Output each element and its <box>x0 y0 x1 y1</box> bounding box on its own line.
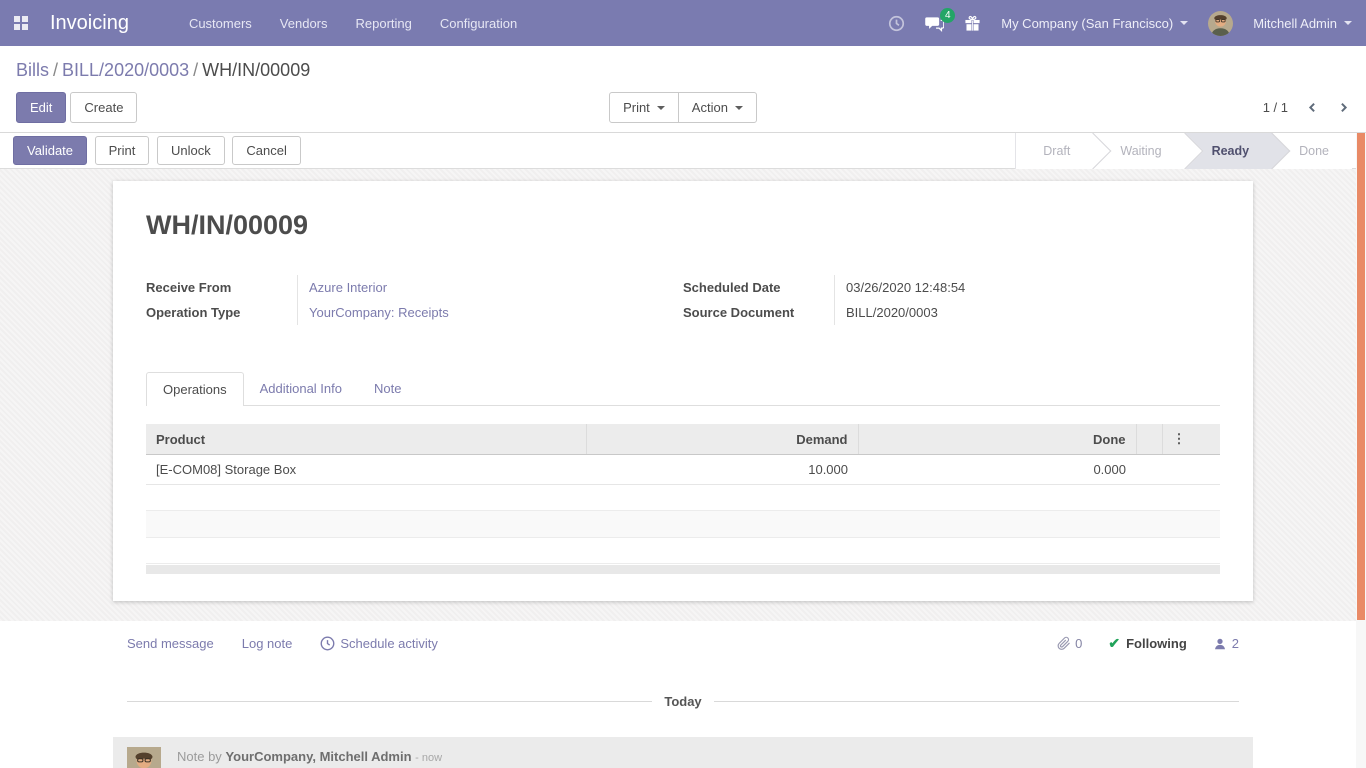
field-value-receive-from[interactable]: Azure Interior <box>309 280 388 295</box>
top-navbar: Invoicing Customers Vendors Reporting Co… <box>0 0 1366 46</box>
clock-icon <box>320 636 335 651</box>
tab-operations[interactable]: Operations <box>146 372 244 406</box>
cell-demand[interactable]: 10.000 <box>586 454 858 485</box>
breadcrumb: Bills / BILL/2020/0003/WH/IN/00009 <box>16 60 311 80</box>
apps-menu-icon[interactable] <box>14 16 28 30</box>
column-demand[interactable]: Demand <box>585 424 858 455</box>
chatter: Send message Log note Schedule activity … <box>0 621 1366 768</box>
create-button[interactable]: Create <box>70 92 138 123</box>
message-header: Note by YourCompany, Mitchell Admin - no… <box>177 749 443 764</box>
field-group-right: Scheduled Date 03/26/2020 12:48:54 Sourc… <box>683 275 1220 325</box>
scrollbar-track[interactable] <box>1356 133 1366 768</box>
caret-down-icon <box>1344 21 1352 25</box>
notebook-tabs: Operations Additional Info Note <box>146 372 1220 406</box>
column-options-icon[interactable]: ⋮ <box>1161 424 1220 455</box>
caret-down-icon <box>1180 21 1189 25</box>
schedule-activity-button[interactable]: Schedule activity <box>320 636 438 651</box>
form-view: WH/IN/00009 Receive From Azure Interior … <box>0 169 1366 621</box>
field-label-source-document: Source Document <box>683 300 835 325</box>
record-title: WH/IN/00009 <box>146 210 309 240</box>
menu-reporting[interactable]: Reporting <box>355 15 412 31</box>
menu-customers[interactable]: Customers <box>188 15 252 31</box>
gift-icon[interactable] <box>964 15 981 32</box>
cell-product[interactable]: [E-COM08] Storage Box <box>146 454 586 485</box>
cell-done[interactable]: 0.000 <box>858 454 1136 485</box>
table-row[interactable]: [E-COM08] Storage Box 10.000 0.000 <box>146 454 1220 485</box>
messages-icon[interactable]: 4 <box>925 7 956 32</box>
print-dropdown[interactable]: Print <box>609 92 679 123</box>
following-button[interactable]: ✔ Following <box>1108 635 1187 651</box>
status-draft[interactable]: Draft <box>1016 132 1094 169</box>
tab-additional-info[interactable]: Additional Info <box>259 381 342 396</box>
scrollbar-thumb[interactable] <box>1357 133 1365 620</box>
app-title[interactable]: Invoicing <box>50 11 129 34</box>
menu-vendors[interactable]: Vendors <box>279 15 328 31</box>
empty-row <box>146 538 1220 564</box>
form-header: Validate Print Unlock Cancel Draft Waiti… <box>0 132 1366 169</box>
field-group-left: Receive From Azure Interior Operation Ty… <box>146 275 683 325</box>
control-panel: Bills / BILL/2020/0003/WH/IN/00009 Edit Cr… <box>0 46 1366 133</box>
column-done[interactable]: Done <box>857 424 1136 455</box>
date-divider-label: Today <box>664 694 702 709</box>
user-avatar[interactable] <box>1208 10 1234 36</box>
field-label-scheduled-date: Scheduled Date <box>683 275 835 300</box>
chatter-message: Note by YourCompany, Mitchell Admin - no… <box>113 737 1253 768</box>
cell-spacer <box>1136 454 1162 485</box>
print-button[interactable]: Print <box>94 136 150 165</box>
date-divider: Today <box>113 694 1253 709</box>
statusbar: Draft Waiting Ready Done <box>1015 132 1352 169</box>
caret-down-icon <box>656 105 665 110</box>
main-menu: Customers Vendors Reporting Configuratio… <box>189 16 517 31</box>
person-icon <box>1214 638 1225 649</box>
field-label-operation-type: Operation Type <box>146 300 298 325</box>
column-spacer <box>1135 424 1162 455</box>
field-value-operation-type[interactable]: YourCompany: Receipts <box>309 305 449 320</box>
company-switcher[interactable]: My Company (San Francisco) <box>1001 16 1189 31</box>
breadcrumb-bills[interactable]: Bills <box>16 60 50 80</box>
caret-down-icon <box>734 105 743 110</box>
cancel-button[interactable]: Cancel <box>232 136 301 165</box>
table-footer-bar <box>146 565 1220 574</box>
table-header-row: Product Demand Done ⋮ <box>146 424 1220 455</box>
attachments-button[interactable]: 0 <box>1057 636 1082 651</box>
empty-row <box>146 485 1220 511</box>
validate-button[interactable]: Validate <box>13 136 88 165</box>
pager-next-icon[interactable] <box>1337 100 1350 115</box>
message-author[interactable]: YourCompany, Mitchell Admin <box>225 749 412 764</box>
operations-table: Product Demand Done ⋮ [E-COM08] Storage … <box>146 424 1220 485</box>
form-sheet: WH/IN/00009 Receive From Azure Interior … <box>113 181 1253 601</box>
followers-count: 2 <box>1231 636 1239 651</box>
pager-value: 1 / 1 <box>1262 100 1288 115</box>
user-menu[interactable]: Mitchell Admin <box>1253 16 1352 31</box>
field-value-source-document: BILL/2020/0003 <box>846 305 938 320</box>
column-product[interactable]: Product <box>146 424 586 455</box>
empty-row <box>146 511 1220 538</box>
breadcrumb-bill[interactable]: BILL/2020/0003 <box>62 60 190 80</box>
action-dropdown[interactable]: Action <box>677 92 757 123</box>
message-time: - now <box>415 752 443 764</box>
paperclip-icon <box>1057 636 1071 650</box>
pager-previous-icon[interactable] <box>1306 100 1319 115</box>
menu-configuration[interactable]: Configuration <box>439 15 518 31</box>
cell-options <box>1162 454 1220 485</box>
unlock-button[interactable]: Unlock <box>157 136 225 165</box>
field-label-receive-from: Receive From <box>146 275 298 300</box>
activities-clock-icon[interactable] <box>888 15 905 32</box>
send-message-button[interactable]: Send message <box>127 636 214 651</box>
attachments-count: 0 <box>1075 636 1083 651</box>
field-value-scheduled-date: 03/26/2020 12:48:54 <box>846 280 966 295</box>
log-note-button[interactable]: Log note <box>241 636 293 651</box>
messages-count-badge: 4 <box>940 7 956 23</box>
breadcrumb-current: WH/IN/00009 <box>202 60 311 80</box>
tab-note[interactable]: Note <box>374 381 402 396</box>
edit-button[interactable]: Edit <box>16 92 67 123</box>
followers-button[interactable]: 2 <box>1213 636 1239 651</box>
check-icon: ✔ <box>1108 635 1121 651</box>
